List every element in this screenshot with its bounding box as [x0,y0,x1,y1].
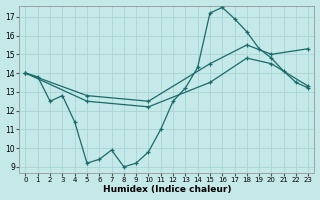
X-axis label: Humidex (Indice chaleur): Humidex (Indice chaleur) [103,185,231,194]
